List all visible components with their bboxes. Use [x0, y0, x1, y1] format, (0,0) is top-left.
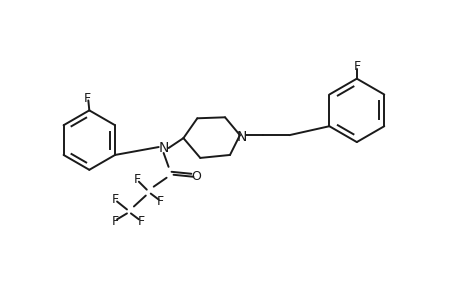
Text: N: N — [236, 130, 246, 144]
Text: F: F — [137, 215, 144, 228]
Text: O: O — [191, 170, 201, 183]
Text: N: N — [158, 141, 168, 155]
Text: F: F — [353, 60, 359, 73]
Text: F: F — [111, 215, 118, 228]
Text: F: F — [133, 173, 140, 186]
Text: F: F — [84, 92, 91, 105]
Text: F: F — [111, 193, 118, 206]
Text: F: F — [157, 195, 164, 208]
